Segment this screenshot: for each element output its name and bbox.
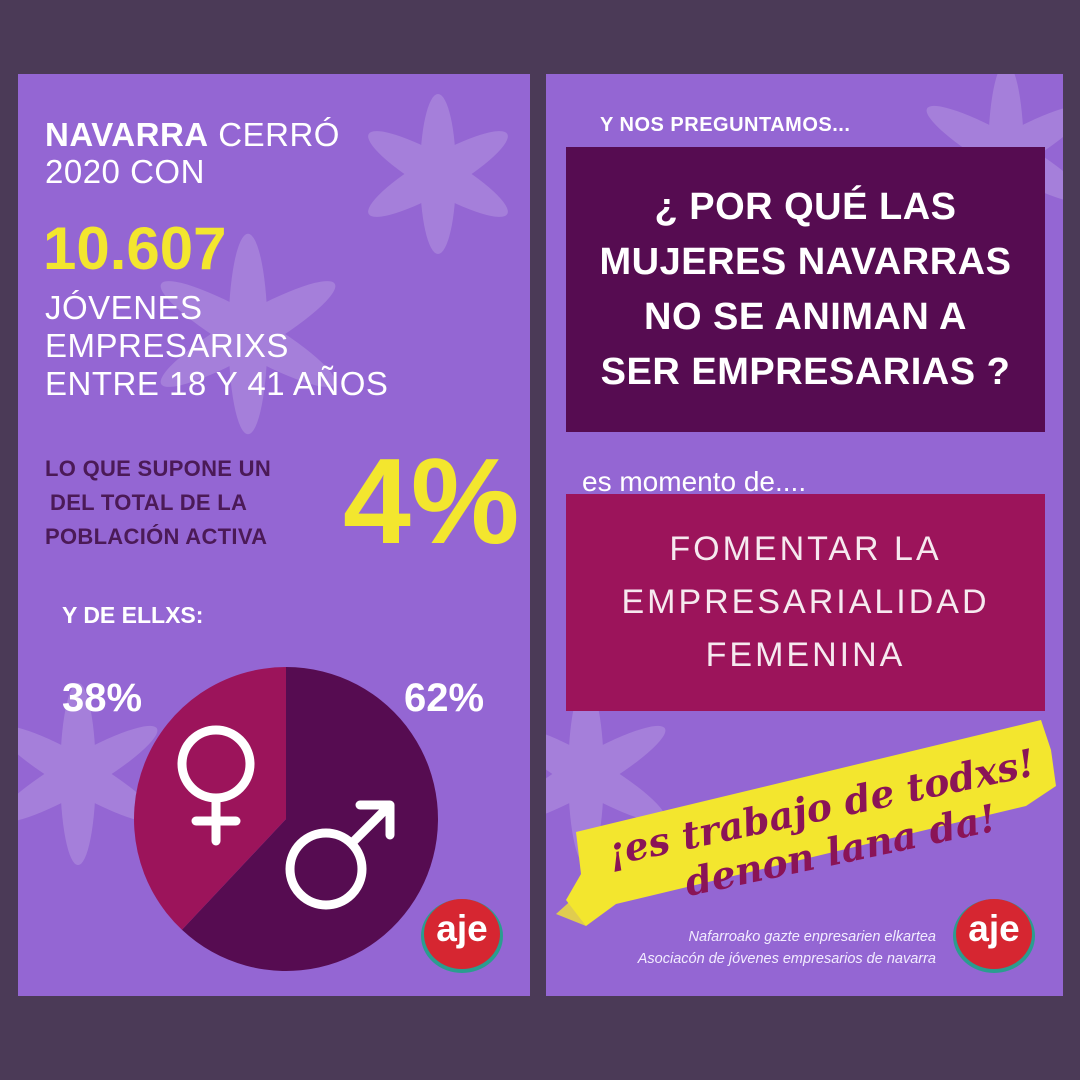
promo-box: FOMENTAR LA EMPRESARIALIDAD FEMENINA — [566, 494, 1045, 711]
headline-year: 2020 CON — [45, 153, 205, 190]
left-panel: NAVARRA CERRÓ 2020 CON 10.607 JÓVENES EM… — [18, 74, 530, 996]
right-panel: Y NOS PREGUNTAMOS... ¿ POR QUÉ LAS MUJER… — [546, 74, 1063, 996]
decorative-star-icon — [160, 233, 336, 435]
question-line: SER EMPRESARIAS ? — [600, 350, 1011, 393]
share-line: LO QUE SUPONE UN — [45, 456, 272, 481]
female-symbol-icon — [177, 725, 255, 846]
lead-text: es momento de.... — [582, 466, 807, 497]
male-slice — [181, 667, 439, 971]
question-line: ¿ POR QUÉ LAS — [654, 185, 957, 228]
logo-text: aje — [968, 908, 1020, 949]
aje-logo: aje — [418, 892, 506, 976]
share-line: POBLACIÓN ACTIVA — [45, 524, 268, 549]
credit-line: Nafarroako gazte enpresarien elkartea — [688, 929, 936, 945]
description: JÓVENES EMPRESARIXS ENTRE 18 Y 41 AÑOS — [45, 289, 515, 403]
share-text: LO QUE SUPONE UN DEL TOTAL DE LA POBLACI… — [45, 452, 365, 554]
credit: Nafarroako gazte enpresarien elkartea As… — [546, 926, 936, 970]
share-line: DEL TOTAL DE LA — [50, 490, 248, 515]
headline: NAVARRA CERRÓ 2020 CON — [45, 116, 495, 190]
question-line: NO SE ANIMAN A — [644, 295, 967, 338]
description-line: EMPRESARIXS — [45, 327, 289, 364]
male-symbol-icon — [285, 800, 395, 910]
kicker: Y NOS PREGUNTAMOS... — [600, 114, 851, 136]
yellow-brush-stroke — [556, 720, 1056, 926]
description-line: JÓVENES — [45, 289, 203, 326]
decorative-star-icon — [546, 682, 666, 866]
entrepreneur-count: 10.607 — [43, 215, 227, 282]
description-line: ENTRE 18 Y 41 AÑOS — [45, 365, 389, 402]
logo-text: aje — [436, 908, 488, 949]
male-percent-label: 62% — [404, 676, 485, 720]
decorative-star-icon — [368, 94, 508, 254]
credit-line: Asociacón de jóvenes empresarios de nava… — [637, 951, 936, 967]
promo-line: EMPRESARIALIDAD — [621, 583, 990, 621]
share-percent: 4% — [343, 433, 520, 569]
headline-region: NAVARRA — [45, 116, 209, 153]
promo-line: FOMENTAR LA — [669, 530, 942, 568]
gender-pie-chart — [134, 667, 439, 971]
decorative-star-icon — [18, 682, 158, 866]
question-line: MUJERES NAVARRAS — [599, 240, 1012, 283]
aje-logo: aje — [950, 892, 1038, 976]
gender-subtitle: Y DE ELLXS: — [62, 602, 204, 628]
headline-verb: CERRÓ — [208, 116, 340, 153]
question-box: ¿ POR QUÉ LAS MUJERES NAVARRAS NO SE ANI… — [566, 147, 1045, 432]
female-percent-label: 38% — [62, 676, 143, 720]
promo-line: FEMENINA — [705, 636, 906, 674]
